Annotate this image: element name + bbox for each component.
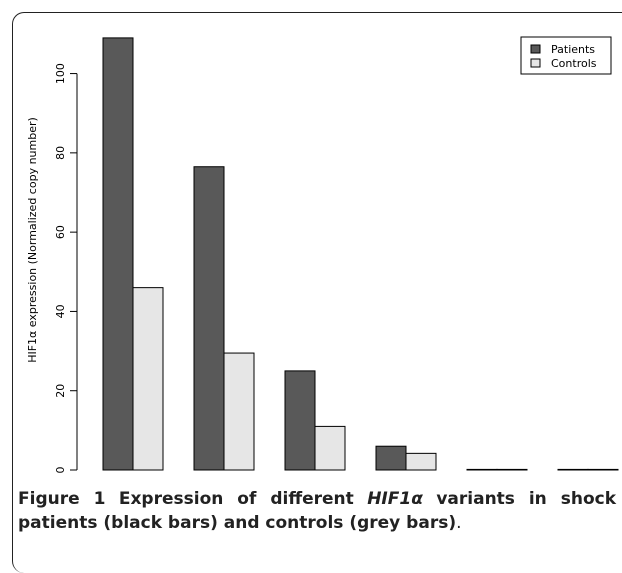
y-axis: 0 20 40 60 80 100 [54,63,78,474]
caption-gene-name: HIF1α [367,489,423,509]
bar-patients-736 [375,445,407,471]
figure-border [12,12,622,573]
bar-controls-wt [132,287,164,471]
bar-controls-notag [223,352,255,471]
caption-text-after: variants in shock patients (black bars) … [18,489,617,533]
bar-patients-notag [193,166,225,471]
y-tick-label: 100 [54,63,67,84]
bar-controls-tag [314,425,346,471]
bar-controls-736 [405,452,437,471]
caption-end-mark: . [456,513,462,533]
legend-swatch-patients [530,44,541,54]
bars [102,37,619,471]
y-tick-label: 80 [54,146,67,160]
y-tick-label: 0 [54,467,67,474]
bar-patients-tag [284,370,316,471]
caption-text-before: Expression of different [118,489,354,509]
figure-caption: Figure 1 Expression of different HIF1α v… [18,487,616,535]
bar-patients-wt [102,37,134,471]
y-axis-title: HIF1α expression (Normalized copy number… [26,117,39,363]
legend-swatch-controls [530,58,541,68]
legend-box [520,36,612,75]
y-tick-label: 60 [54,225,67,239]
bar-patients-516 [466,468,498,471]
bar-patients-557 [557,468,589,471]
caption-figure-number: Figure 1 [18,489,106,509]
bar-controls-557 [587,468,619,471]
legend-label-controls: Controls [551,57,597,70]
y-tick-label: 40 [54,304,67,318]
y-tick-label: 20 [54,384,67,398]
bar-controls-516 [496,468,528,471]
legend-label-patients: Patients [551,43,595,56]
